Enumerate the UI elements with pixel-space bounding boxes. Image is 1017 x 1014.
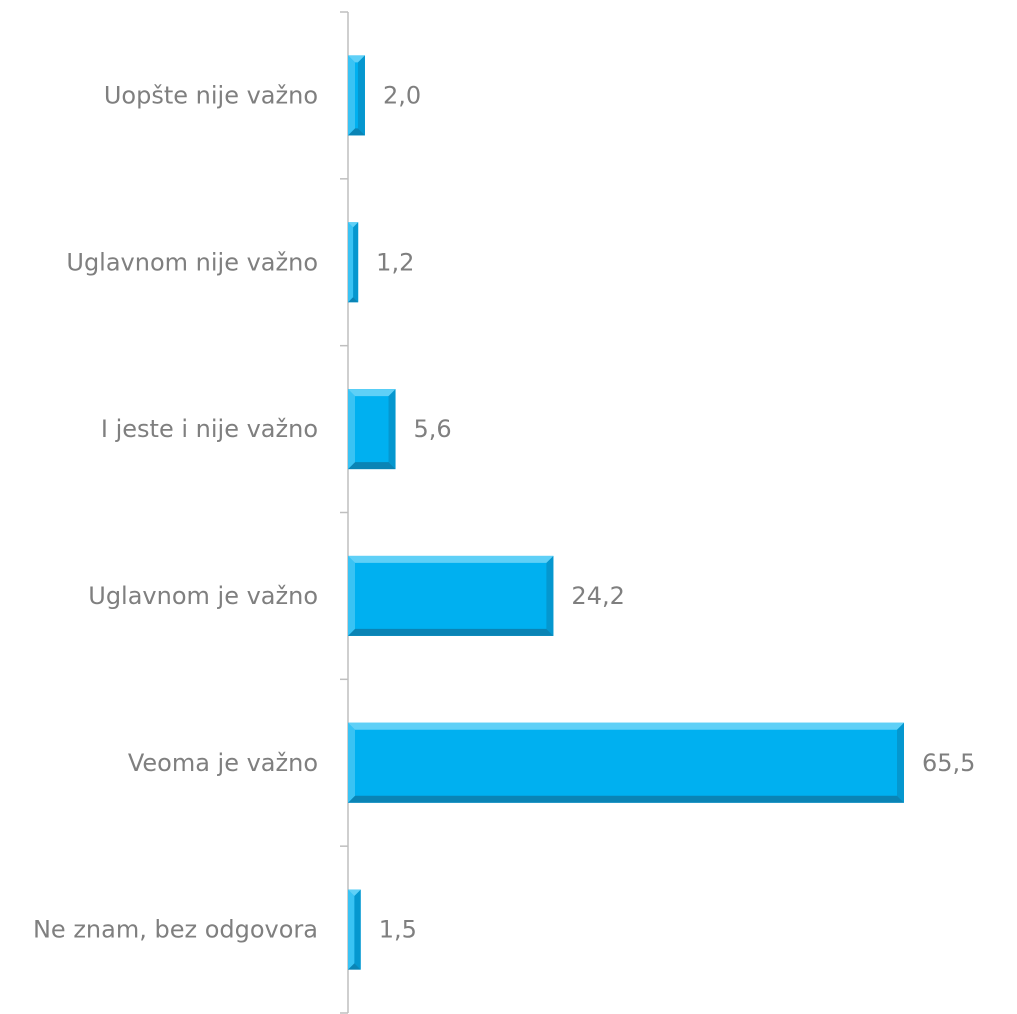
bar [348, 722, 904, 803]
bar-bevel-bottom [348, 462, 396, 470]
value-label: 1,5 [379, 916, 417, 944]
bar-bevel-top [348, 389, 396, 397]
bars [348, 55, 904, 970]
bar-bevel-bottom [348, 963, 361, 970]
value-label: 65,5 [922, 749, 975, 777]
bar-bevel-bottom [348, 628, 554, 636]
bar [348, 889, 361, 970]
bar-bevel-left [348, 555, 355, 636]
category-label: I jeste i nije važno [101, 415, 318, 443]
labels: Uopšte nije važno 2,0 Uglavnom nije važno 1… [33, 81, 975, 943]
category-label: Uglavnom je važno [88, 582, 318, 610]
bar-bevel-right [546, 555, 554, 636]
bar-bevel-bottom [348, 297, 359, 303]
bar-bevel-right [897, 722, 904, 803]
bar-bevel-left [348, 55, 355, 136]
bar-bevel-right [353, 222, 359, 303]
bar [348, 222, 359, 303]
category-label: Uopšte nije važno [104, 81, 318, 109]
bar-bevel-left [348, 889, 355, 970]
bar-bevel-left [348, 722, 355, 803]
category-label: Uglavnom nije važno [66, 248, 318, 276]
bar-bevel-top [348, 555, 554, 563]
value-label: 5,6 [414, 415, 452, 443]
category-label: Veoma je važno [128, 749, 318, 777]
bar-bevel-bottom [348, 795, 904, 803]
bar-bevel-top [348, 222, 359, 228]
bar [348, 389, 396, 470]
category-axis [340, 11, 349, 1014]
bar-body [348, 555, 554, 636]
bar-bevel-top [348, 889, 361, 896]
bar-bevel-top [348, 55, 365, 63]
bar-bevel-bottom [348, 128, 365, 136]
bar [348, 55, 365, 136]
value-label: 1,2 [376, 248, 414, 276]
bar-body [348, 389, 396, 470]
bar-bevel-left [348, 389, 355, 470]
value-label: 24,2 [571, 582, 624, 610]
bar-bevel-top [348, 722, 904, 730]
category-label: Ne znam, bez odgovora [33, 916, 318, 944]
bar [348, 555, 554, 636]
bar-bevel-right [388, 389, 396, 470]
value-label: 2,0 [383, 81, 421, 109]
bar-bevel-right [357, 55, 365, 136]
bar-body [348, 722, 904, 803]
bar-bevel-right [354, 889, 361, 970]
bar-bevel-left [348, 222, 354, 303]
